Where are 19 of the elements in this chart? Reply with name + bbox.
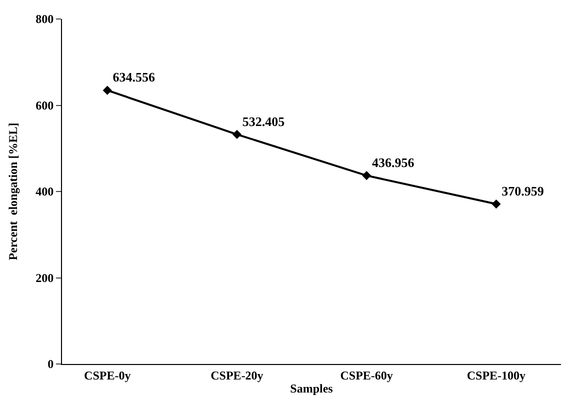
- x-tick-label: CSPE-60y: [340, 368, 393, 382]
- point: [492, 199, 501, 209]
- y-tick-label: 600: [36, 98, 54, 112]
- y-axis-title: Percent elongation [%EL]: [6, 122, 20, 260]
- x-axis-title: Samples: [290, 381, 334, 396]
- x-tick-label: CSPE-100y: [466, 368, 526, 382]
- data-label: 634.556: [112, 70, 156, 85]
- x-tick-label: CSPE-0y: [84, 368, 131, 382]
- y-tick-label: 400: [36, 184, 54, 199]
- point: [362, 171, 372, 180]
- x-tick-label: CSPE-20y: [210, 368, 264, 382]
- data-label: 436.956: [372, 154, 415, 170]
- y-tick-label: 200: [36, 270, 54, 285]
- data-label: 370.959: [502, 183, 544, 198]
- point: [102, 86, 112, 95]
- data-label: 532.405: [242, 114, 286, 129]
- y-tick-label: 0: [48, 357, 54, 372]
- y-tick-label: 800: [36, 12, 54, 26]
- point: [232, 130, 242, 139]
